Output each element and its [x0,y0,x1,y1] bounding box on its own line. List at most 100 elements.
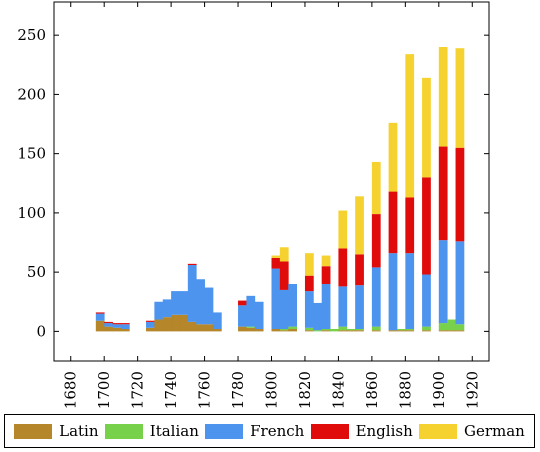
bar-latin-1705 [112,327,122,332]
legend-swatch-french [205,423,244,439]
bar-german-1800 [271,255,281,258]
legend-item-italian: Italian [104,422,199,440]
bar-italian-1875 [396,329,406,331]
bar-italian-1835 [330,329,339,332]
bar-english-1860 [371,214,381,268]
bar-german-1830 [321,255,331,267]
x-tick-label-1880: 1880 [396,371,414,409]
bar-english-1840 [338,248,348,287]
bar-latin-1710 [120,329,130,332]
bar-english-1800 [271,257,281,269]
bar-italian-1860 [371,326,381,331]
bar-french-1735 [162,299,172,318]
bar-french-1710 [120,324,130,330]
legend-item-english: English [310,422,413,440]
bar-latin-1735 [162,317,172,332]
bar-german-1900 [438,47,448,147]
bar-french-1745 [179,291,189,315]
x-tick-label-1740: 1740 [162,371,180,409]
bar-latin-1785 [246,327,256,332]
bar-italian-1880 [405,329,415,331]
x-tick-label-1900: 1900 [430,371,448,409]
bar-italian-1900 [438,323,448,331]
bar-french-1765 [212,312,222,330]
bar-english-1710 [120,323,130,325]
bar-italian-1905 [447,319,456,331]
bar-english-1750 [187,263,197,266]
bar-latin-1740 [171,314,180,332]
x-tick-label-1720: 1720 [129,371,147,409]
bar-latin-1860 [371,330,381,332]
bar-french-1725 [146,321,155,328]
bar-french-1890 [422,274,431,327]
legend-label-latin: Latin [59,422,99,440]
bar-latin-1840 [338,330,348,332]
bar-latin-1745 [179,314,189,332]
bar-italian-1850 [355,329,364,331]
x-tick-label-1780: 1780 [229,371,247,409]
legend-swatch-english [310,423,349,439]
bar-latin-1820 [304,330,314,332]
x-tick-label-1760: 1760 [196,371,214,409]
bar-english-1780 [238,300,247,306]
bar-french-1850 [355,285,364,330]
bar-latin-1800 [271,329,281,332]
bar-french-1695 [95,313,105,321]
bar-french-1750 [187,265,197,322]
bar-french-1830 [321,283,331,330]
bar-latin-1845 [346,330,356,332]
legend-item-german: German [418,422,525,440]
x-tick-label-1800: 1800 [263,371,281,409]
y-tick-label-100: 100 [17,204,46,222]
bar-french-1700 [104,323,113,327]
bar-french-1740 [171,291,180,315]
y-tick-label-150: 150 [17,145,46,163]
legend-swatch-italian [104,423,143,439]
bar-english-1700 [104,321,113,324]
bar-latin-1875 [396,330,406,332]
legend-label-italian: Italian [149,422,199,440]
bar-german-1910 [455,48,465,148]
bar-latin-1850 [355,330,364,332]
bar-italian-1845 [346,329,356,331]
bar-latin-1755 [196,324,205,332]
bar-german-1890 [422,77,431,178]
bar-latin-1805 [279,330,289,332]
bar-french-1860 [371,267,381,327]
bar-french-1780 [238,305,247,327]
legend-label-french: French [250,422,305,440]
bar-english-1830 [321,266,331,284]
legend-item-french: French [205,422,304,440]
bar-french-1730 [154,301,164,320]
axes-layer: 0 50 100 150 200 250 1680 1700 1720 1740 1760 1780 1… [17,2,489,409]
legend-swatch-german [418,423,457,439]
bar-italian-1910 [455,324,465,331]
bar-latin-1725 [146,327,155,332]
bar-german-1860 [371,161,381,215]
bar-german-1870 [388,122,398,192]
legend-label-german: German [463,422,525,440]
legend-swatch-latin [14,423,53,439]
x-tick-label-1700: 1700 [95,371,113,409]
stacked-histogram-chart: 0 50 100 150 200 250 1680 1700 1720 1740 1760 1780 1… [17,1,490,409]
x-tick-label-1820: 1820 [296,371,314,409]
bar-italian-1825 [313,330,323,332]
legend: Latin Italian French English German [4,414,535,448]
bar-latin-1760 [204,324,214,332]
bar-english-1705 [112,323,122,325]
bar-german-1850 [355,196,364,255]
bar-latin-1765 [212,329,222,332]
bar-english-1890 [422,177,431,275]
bar-latin-1810 [288,329,297,332]
bar-italian-1820 [304,327,314,331]
x-tick-label-1860: 1860 [363,371,381,409]
bar-french-1820 [304,291,314,328]
y-tick-label-0: 0 [36,322,46,340]
bar-italian-1785 [246,326,256,328]
x-tick-label-1920: 1920 [463,371,481,409]
bar-latin-1695 [95,320,105,332]
bar-french-1910 [455,241,465,325]
bar-latin-1830 [321,330,331,332]
bar-french-1880 [405,253,415,330]
y-tick-label-50: 50 [27,263,46,281]
